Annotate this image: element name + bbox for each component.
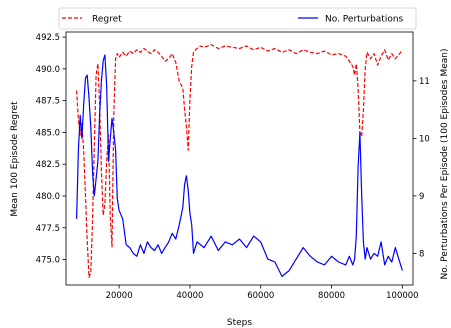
x-axis-label: Steps [227, 318, 252, 328]
legend-perturbations-label: No. Perturbations [325, 15, 404, 25]
right-y-tick-label: 10 [419, 134, 430, 144]
x-tick-label: 80000 [318, 291, 345, 301]
legend: Regret No. Perturbations [58, 7, 417, 30]
right-y-tick-label: 11 [419, 77, 430, 87]
left-y-tick-label: 487.5 [36, 97, 60, 107]
x-tick-label: 20000 [106, 291, 133, 301]
x-axis-ticks: 20000 40000 60000 80000 100000 [106, 285, 419, 301]
right-y-axis-ticks: 8 9 10 11 [413, 77, 430, 259]
plot-area-frame [65, 31, 414, 286]
x-tick-label: 100000 [386, 291, 418, 301]
left-y-tick-label: 485.0 [36, 128, 60, 138]
right-y-tick-label: 9 [419, 192, 424, 202]
left-y-axis-label: Mean 100 Episode Regret [10, 101, 20, 217]
legend-regret-label: Regret [92, 15, 122, 25]
left-y-tick-label: 482.5 [36, 160, 60, 170]
legend-frame [58, 7, 417, 30]
left-y-tick-label: 480.0 [36, 192, 60, 202]
series-line-regret [76, 44, 403, 278]
left-y-tick-label: 477.5 [36, 224, 60, 234]
left-y-tick-label: 492.5 [36, 33, 60, 43]
left-y-tick-label: 475.0 [36, 256, 60, 266]
x-tick-label: 60000 [247, 291, 274, 301]
left-y-axis-ticks: 475.0 477.5 480.0 482.5 485.0 487.5 490.0 492.5 [36, 33, 66, 266]
right-y-axis-label: No. Perturbations Per Episode (100 Episo… [440, 49, 450, 280]
left-y-tick-label: 490.0 [36, 65, 60, 75]
series-line-perturbations [76, 54, 403, 277]
right-y-tick-label: 8 [419, 249, 424, 259]
x-tick-label: 40000 [176, 291, 203, 301]
plot-series-layer [76, 44, 403, 278]
